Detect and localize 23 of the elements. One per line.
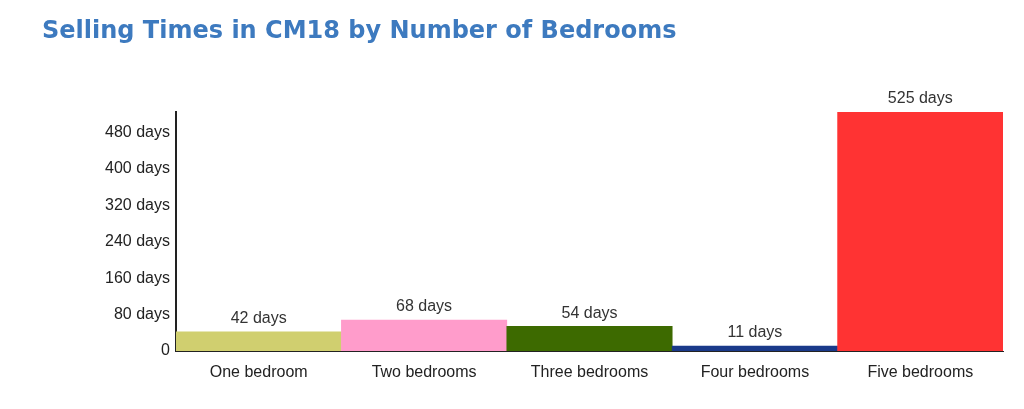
x-tick-label: Two bedrooms bbox=[371, 363, 477, 381]
data-label: 42 days bbox=[230, 309, 287, 327]
y-tick-label: 320 days bbox=[105, 195, 170, 213]
chart-title: Selling Times in CM18 by Number of Bedrooms bbox=[42, 16, 677, 44]
y-tick-label: 0 bbox=[161, 341, 171, 359]
bar bbox=[837, 112, 1003, 351]
y-tick-label: 400 days bbox=[105, 159, 170, 177]
bar bbox=[671, 345, 838, 351]
x-tick-label: Five bedrooms bbox=[867, 363, 974, 381]
bar bbox=[176, 331, 342, 351]
x-tick-label: One bedroom bbox=[209, 363, 308, 381]
data-label: 68 days bbox=[396, 297, 453, 315]
y-tick-label: 240 days bbox=[105, 232, 170, 250]
data-label: 11 days bbox=[727, 323, 783, 341]
x-tick-label: Three bedrooms bbox=[530, 363, 649, 381]
y-tick-label: 160 days bbox=[105, 268, 170, 286]
data-label: 525 days bbox=[887, 89, 953, 107]
bar bbox=[341, 319, 508, 351]
bar bbox=[506, 326, 673, 351]
y-tick-label: 480 days bbox=[105, 122, 170, 140]
x-tick-label: Four bedrooms bbox=[700, 363, 810, 381]
data-label: 54 days bbox=[561, 303, 618, 321]
y-tick-label: 80 days bbox=[113, 304, 170, 322]
